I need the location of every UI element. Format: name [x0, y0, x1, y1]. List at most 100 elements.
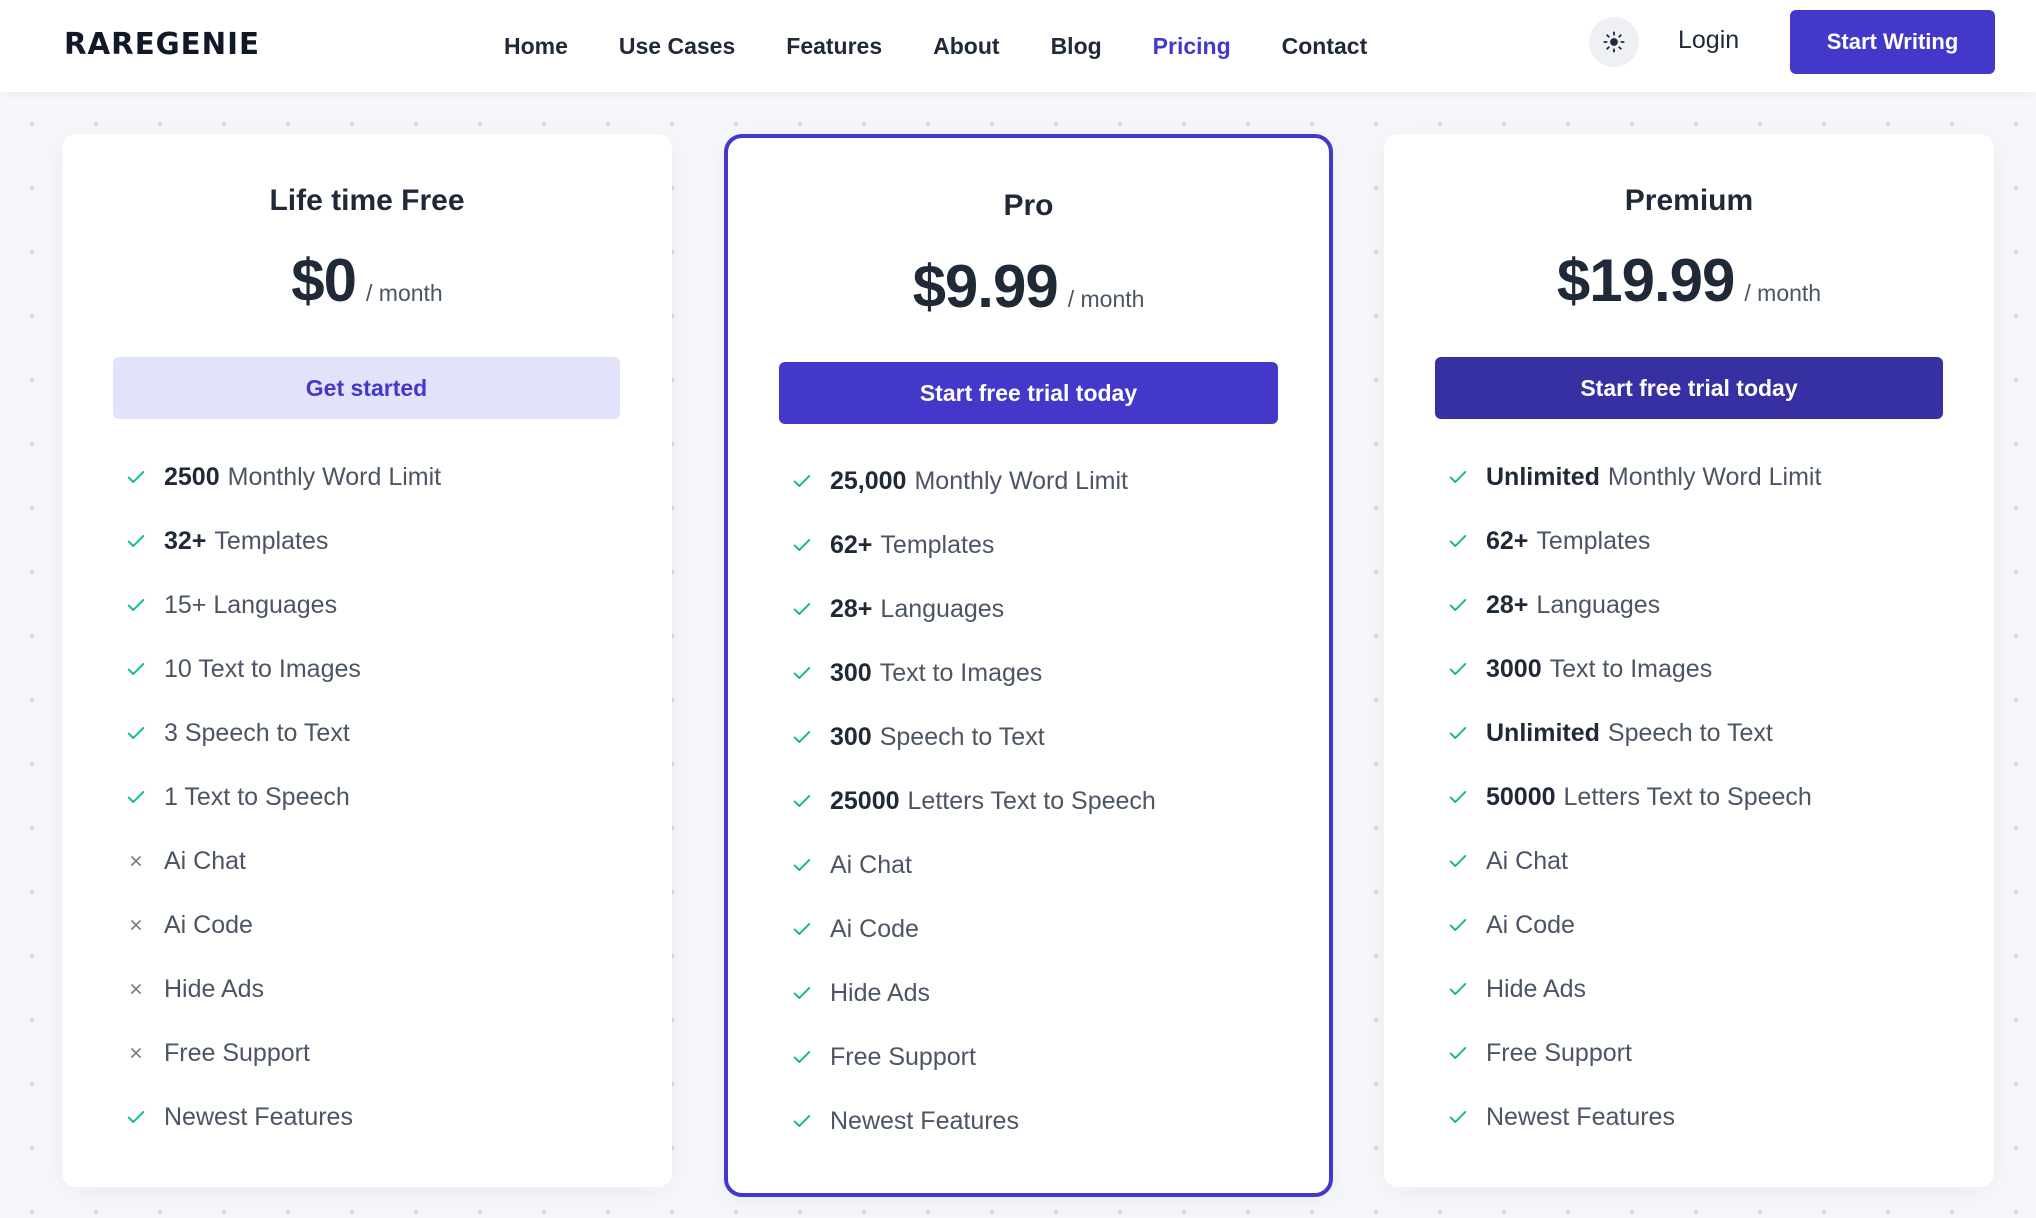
feature-label: Newest Features: [830, 1106, 1019, 1135]
feature-label: 1 Text to Speech: [164, 782, 350, 811]
feature-highlight: 300: [830, 658, 872, 687]
feature-item: Ai Chat: [124, 829, 441, 893]
feature-item: 25,000 Monthly Word Limit: [790, 449, 1156, 513]
feature-highlight: 50000: [1486, 782, 1556, 811]
feature-item: Free Support: [124, 1021, 441, 1085]
check-icon: [790, 533, 814, 557]
check-icon: [790, 853, 814, 877]
check-icon: [790, 789, 814, 813]
feature-item: 3000 Text to Images: [1446, 637, 1821, 701]
nav-link-features[interactable]: Features: [786, 32, 883, 59]
feature-label: Hide Ads: [830, 978, 931, 1007]
nav-link-about[interactable]: About: [933, 32, 1000, 59]
feature-highlight: 62+: [1486, 526, 1529, 555]
feature-item: 300 Speech to Text: [790, 705, 1156, 769]
brand-logo[interactable]: RAREGENIE: [64, 22, 260, 62]
check-icon: [1446, 593, 1470, 617]
feature-highlight: 300: [830, 722, 872, 751]
plan-price-row: $19.99 / month: [1384, 246, 1994, 315]
login-link[interactable]: Login: [1678, 26, 1740, 54]
start-free-trial-button[interactable]: Start free trial today: [1435, 357, 1943, 419]
feature-item: 300 Text to Images: [790, 641, 1156, 705]
feature-item: Ai Code: [1446, 893, 1821, 957]
sun-icon: [1603, 31, 1625, 53]
check-icon: [790, 1109, 814, 1133]
feature-label: Monthly Word Limit: [1607, 462, 1822, 491]
plan-price: $0: [291, 247, 357, 314]
feature-item: 15+ Languages: [124, 573, 441, 637]
feature-item: Ai Chat: [1446, 829, 1821, 893]
check-icon: [790, 1045, 814, 1069]
feature-highlight: 62+: [830, 530, 873, 559]
feature-item: Newest Features: [790, 1089, 1156, 1153]
check-icon: [1446, 785, 1470, 809]
feature-label: Ai Chat: [1486, 846, 1568, 875]
feature-highlight: Unlimited: [1486, 718, 1600, 747]
nav-link-blog[interactable]: Blog: [1050, 32, 1102, 59]
feature-label: Speech to Text: [879, 722, 1045, 751]
feature-label: Free Support: [830, 1042, 976, 1071]
brand-logo-wordmark: RAREGENIE: [64, 27, 259, 57]
feature-label: Hide Ads: [1486, 974, 1587, 1003]
check-icon: [790, 597, 814, 621]
feature-item: 3 Speech to Text: [124, 701, 441, 765]
plan-period: / month: [1067, 286, 1145, 312]
close-icon: [124, 1041, 148, 1065]
nav-link-home[interactable]: Home: [504, 32, 568, 59]
feature-label: 10 Text to Images: [164, 654, 361, 683]
feature-item: Ai Code: [790, 897, 1156, 961]
feature-item: 50000 Letters Text to Speech: [1446, 765, 1821, 829]
feature-highlight: 3000: [1486, 654, 1542, 683]
close-icon: [124, 849, 148, 873]
check-icon: [1446, 1105, 1470, 1129]
check-icon: [790, 725, 814, 749]
check-icon: [1446, 721, 1470, 745]
feature-label: Letters Text to Speech: [1563, 782, 1812, 811]
feature-label: Monthly Word Limit: [227, 462, 442, 491]
check-icon: [1446, 529, 1470, 553]
top-navbar: RAREGENIE Home Use Cases Features About …: [0, 0, 2036, 92]
feature-item: 62+ Templates: [1446, 509, 1821, 573]
plan-price: $19.99: [1556, 247, 1736, 314]
feature-item: Hide Ads: [124, 957, 441, 1021]
feature-highlight: Unlimited: [1486, 462, 1600, 491]
feature-item: 1 Text to Speech: [124, 765, 441, 829]
feature-item: 2500 Monthly Word Limit: [124, 445, 441, 509]
check-icon: [1446, 913, 1470, 937]
nav-link-contact[interactable]: Contact: [1281, 32, 1368, 59]
check-icon: [124, 721, 148, 745]
check-icon: [790, 981, 814, 1005]
check-icon: [124, 529, 148, 553]
check-icon: [1446, 657, 1470, 681]
start-writing-button[interactable]: Start Writing: [1790, 10, 1995, 74]
plan-name: Premium: [1624, 184, 1754, 217]
feature-item: Newest Features: [124, 1085, 441, 1149]
feature-highlight: 2500: [164, 462, 220, 491]
feature-highlight: 25,000: [830, 466, 907, 495]
plan-name: Life time Free: [269, 184, 465, 217]
check-icon: [124, 657, 148, 681]
feature-item: Hide Ads: [790, 961, 1156, 1025]
main-nav: Home Use Cases Features About Blog Prici…: [504, 0, 1367, 92]
start-free-trial-button[interactable]: Start free trial today: [779, 362, 1278, 424]
close-icon: [124, 977, 148, 1001]
feature-highlight: 28+: [1486, 590, 1529, 619]
feature-item: 32+ Templates: [124, 509, 441, 573]
plan-price-row: $9.99 / month: [728, 252, 1329, 321]
feature-item: 10 Text to Images: [124, 637, 441, 701]
feature-item: Ai Chat: [790, 833, 1156, 897]
feature-highlight: 28+: [830, 594, 873, 623]
plan-name: Pro: [1003, 189, 1054, 222]
get-started-button[interactable]: Get started: [113, 357, 620, 419]
feature-label: Newest Features: [1486, 1102, 1675, 1131]
feature-label: Ai Chat: [830, 850, 912, 879]
feature-item: Free Support: [1446, 1021, 1821, 1085]
theme-toggle-button[interactable]: [1589, 17, 1639, 67]
plan-price: $9.99: [912, 253, 1059, 320]
feature-label: Newest Features: [164, 1102, 353, 1131]
feature-item: 25000 Letters Text to Speech: [790, 769, 1156, 833]
feature-label: Hide Ads: [164, 974, 265, 1003]
nav-link-use-cases[interactable]: Use Cases: [618, 32, 736, 59]
nav-link-pricing[interactable]: Pricing: [1152, 32, 1231, 59]
feature-label: Templates: [214, 526, 329, 555]
